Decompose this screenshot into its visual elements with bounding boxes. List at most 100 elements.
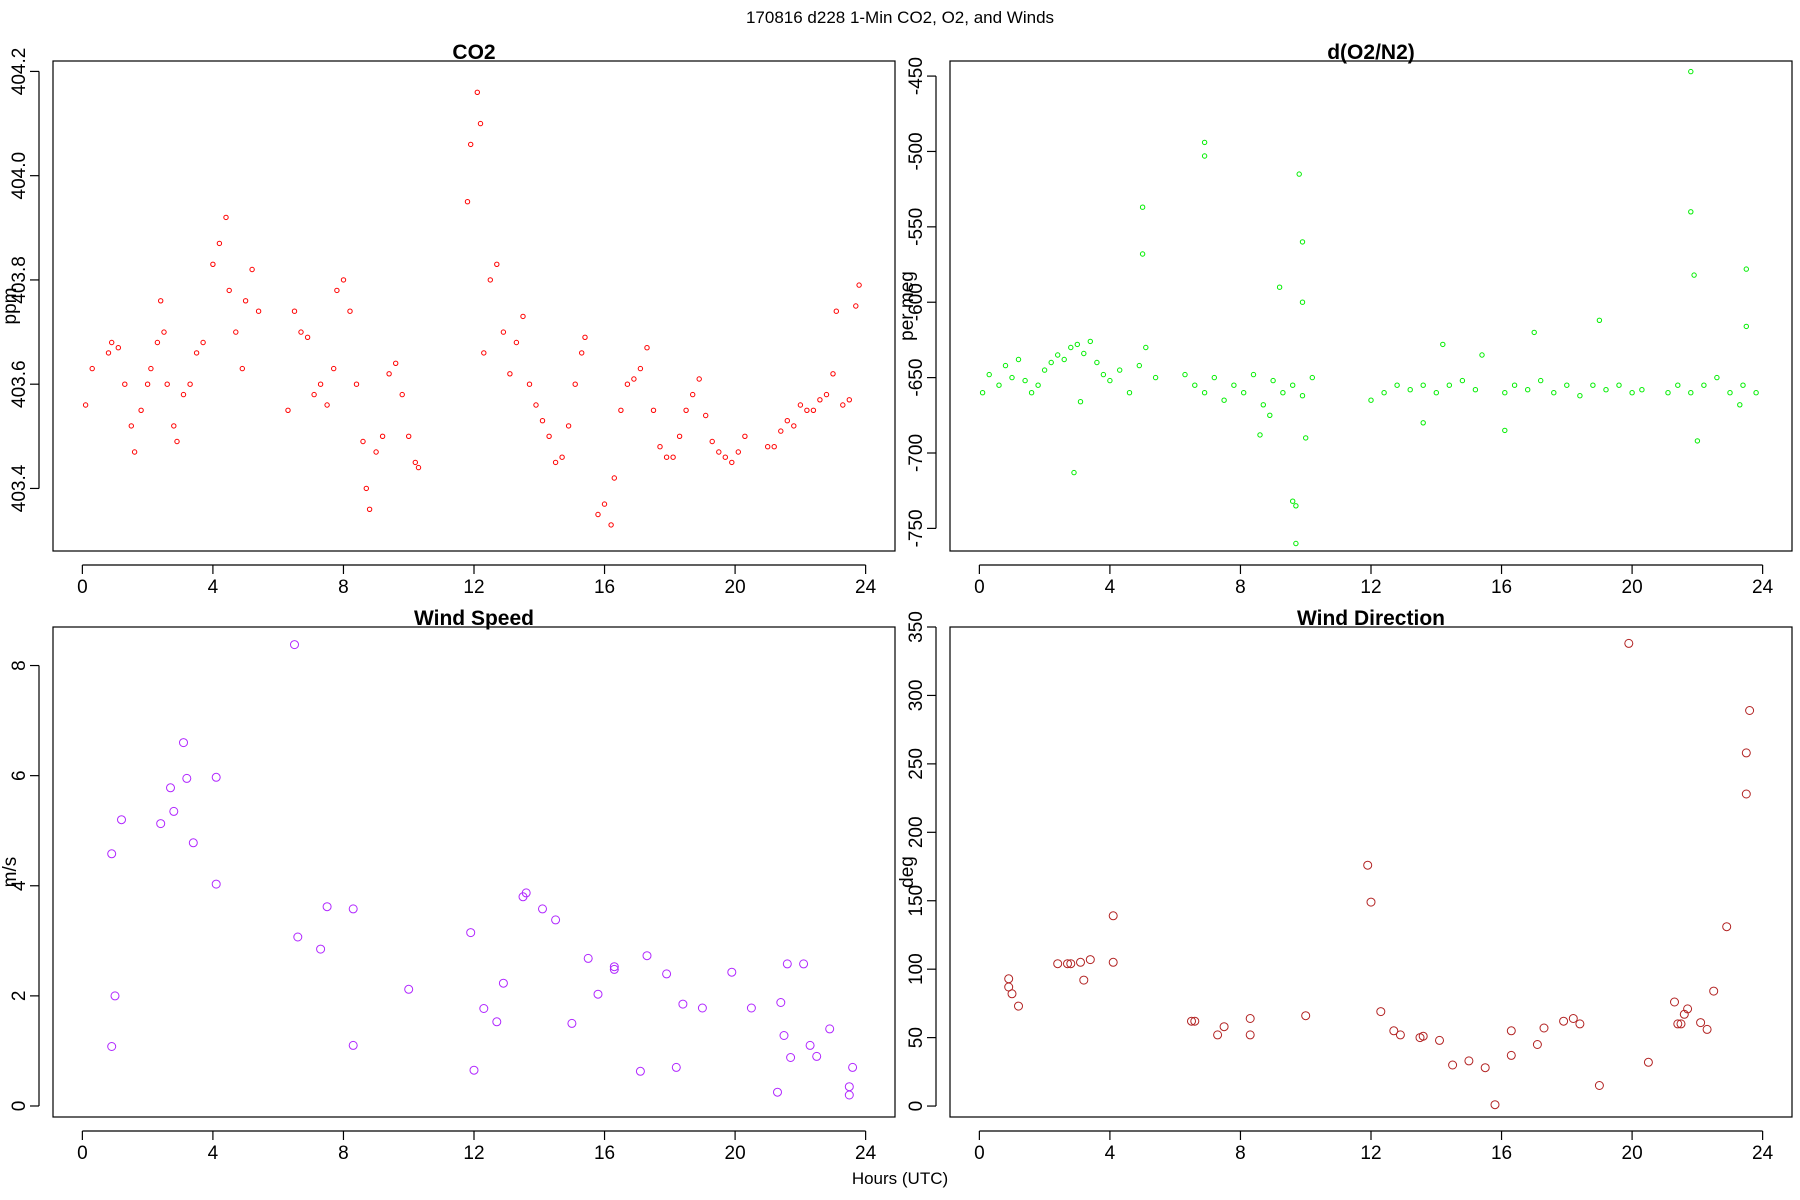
ws-point [182, 773, 192, 783]
o2n2-point [986, 371, 992, 378]
ws-point [825, 1024, 835, 1034]
co2-point [131, 449, 138, 455]
ws-point [567, 1018, 577, 1028]
co2-point [830, 371, 836, 377]
ws-point [188, 838, 198, 848]
co2-point [631, 376, 637, 382]
o2n2-point [979, 390, 986, 396]
o2n2-y-tick-label: -700 [906, 434, 927, 472]
co2-x-tick-label: 12 [463, 577, 484, 598]
o2n2-point [1459, 377, 1466, 384]
ws-point [786, 1053, 796, 1062]
co2-point [223, 214, 229, 221]
wd-title: Wind Direction [1297, 607, 1445, 630]
o2n2-point [1270, 377, 1276, 384]
o2n2-point [1753, 390, 1759, 396]
ws-point [107, 849, 117, 859]
ws-plot-frame [52, 626, 896, 1118]
co2-point [513, 339, 520, 346]
co2-point [644, 345, 650, 351]
o2n2-point [1061, 356, 1067, 363]
ws-title: Wind Speed [414, 607, 534, 630]
co2-plot-frame [52, 60, 896, 552]
o2n2-y-tick-label: -550 [906, 208, 927, 246]
co2-point [608, 522, 614, 528]
co2-point [174, 438, 180, 445]
co2-point [193, 350, 200, 356]
ws-y-tick-label: 6 [9, 770, 30, 781]
co2-x-tick-label: 4 [208, 577, 219, 598]
ws-point [348, 904, 358, 914]
wd-point [1696, 1018, 1706, 1028]
co2-point [729, 459, 735, 466]
co2-point [331, 365, 337, 372]
o2n2-point [1420, 420, 1426, 426]
co2-point [154, 339, 161, 346]
co2-point [210, 261, 216, 267]
wd-point [1624, 638, 1634, 648]
ws-point [348, 1040, 358, 1050]
o2n2-point [1694, 438, 1701, 444]
o2n2-plot-frame [949, 60, 1793, 552]
wd-point [1506, 1050, 1516, 1060]
o2n2-y-tick-label: -600 [906, 283, 927, 321]
co2-point [324, 402, 330, 408]
co2-point [500, 329, 507, 335]
o2n2-point [1048, 359, 1054, 366]
wd-y-tick-label: 200 [906, 816, 927, 848]
co2-point [304, 334, 311, 340]
ws-x-tick-label: 0 [77, 1143, 88, 1164]
wd-point [1643, 1057, 1653, 1067]
figure-title: 170816 d228 1-Min CO2, O2, and Winds [746, 8, 1054, 27]
wd-point [1187, 1016, 1196, 1026]
co2-point [373, 449, 379, 455]
o2n2-point [1502, 390, 1508, 396]
co2-y-tick-label: 403.8 [9, 256, 30, 304]
co2-point [601, 501, 608, 507]
wd-y-tick-label: 300 [906, 680, 927, 712]
wd-point [1376, 1007, 1386, 1017]
wd-point [1480, 1063, 1490, 1073]
o2n2-point [1531, 329, 1537, 336]
o2n2-point [1407, 387, 1413, 393]
co2-point [840, 402, 846, 408]
o2n2-point [1616, 382, 1622, 388]
co2-point [696, 376, 702, 382]
ws-point [799, 959, 809, 969]
o2n2-point [1221, 397, 1227, 403]
ws-x-tick-label: 16 [594, 1143, 615, 1164]
co2-point [311, 391, 317, 398]
co2-point [853, 303, 859, 309]
co2-point [716, 449, 722, 455]
co2-point [122, 381, 128, 387]
co2-point [415, 464, 422, 471]
wd-point [1363, 860, 1373, 870]
co2-point [255, 308, 262, 314]
co2-point [164, 381, 170, 387]
ws-x-tick-label: 24 [855, 1143, 877, 1164]
co2-point [742, 433, 748, 439]
o2n2-x-tick-label: 12 [1360, 577, 1381, 598]
o2n2-point [1071, 469, 1077, 476]
co2-point [226, 287, 232, 294]
o2n2-point [1577, 393, 1583, 399]
co2-point [412, 459, 418, 466]
o2n2-point [1629, 390, 1635, 396]
co2-point [468, 141, 474, 148]
o2n2-point [1743, 323, 1750, 330]
o2n2-point [1737, 402, 1743, 408]
co2-point [363, 485, 369, 492]
co2-point [765, 444, 771, 450]
ws-point [492, 1017, 502, 1027]
o2n2-point [1381, 390, 1387, 396]
wd-point [1741, 748, 1751, 758]
o2n2-point [1440, 341, 1446, 348]
wd-point [1679, 1009, 1689, 1019]
ws-point [609, 962, 619, 972]
o2n2-point [1267, 412, 1273, 418]
co2-point [572, 381, 578, 387]
o2n2-point [1022, 377, 1028, 384]
o2n2-point [1201, 390, 1208, 396]
wd-point [1575, 1019, 1585, 1029]
o2n2-point [1502, 427, 1508, 434]
